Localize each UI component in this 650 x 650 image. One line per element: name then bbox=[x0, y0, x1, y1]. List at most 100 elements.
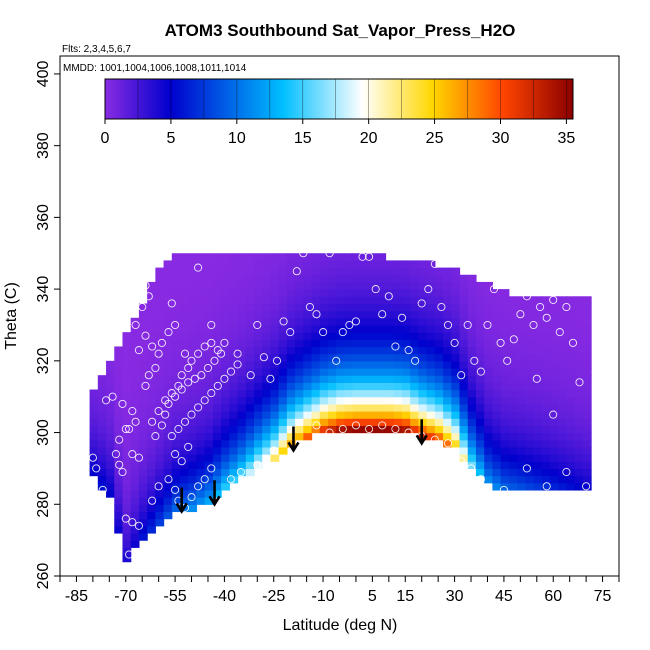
heatmap-cell bbox=[459, 389, 469, 398]
heatmap-cell bbox=[303, 418, 313, 426]
heatmap-cell bbox=[286, 432, 296, 441]
heatmap-cell bbox=[508, 396, 518, 405]
heatmap-cell bbox=[188, 360, 198, 369]
colorbar-tick-label: 10 bbox=[228, 130, 246, 147]
heatmap-cell bbox=[475, 418, 485, 426]
heatmap-cell bbox=[196, 432, 206, 441]
heatmap-cell bbox=[344, 332, 354, 340]
heatmap-cell bbox=[327, 389, 337, 398]
heatmap-cell bbox=[352, 339, 362, 348]
heatmap-cell bbox=[459, 332, 469, 340]
heatmap-cell bbox=[484, 303, 493, 312]
heatmap-cell bbox=[188, 281, 198, 290]
heatmap-cell bbox=[221, 260, 230, 269]
heatmap-cell bbox=[171, 461, 181, 470]
heatmap-cell bbox=[114, 525, 124, 534]
heatmap-cell bbox=[303, 310, 313, 319]
heatmap-cell bbox=[155, 267, 165, 276]
heatmap-cell bbox=[541, 346, 551, 355]
heatmap-cell bbox=[475, 360, 485, 369]
heatmap-cell bbox=[130, 360, 140, 369]
heatmap-cell bbox=[533, 468, 543, 477]
heatmap-cell bbox=[122, 532, 132, 541]
heatmap-cell bbox=[525, 368, 535, 376]
heatmap-cell bbox=[500, 461, 510, 470]
heatmap-cell bbox=[549, 303, 559, 312]
heatmap-cell bbox=[492, 303, 502, 312]
heatmap-cell bbox=[401, 310, 411, 319]
heatmap-cell bbox=[500, 382, 510, 391]
heatmap-cell bbox=[451, 382, 461, 391]
heatmap-cell bbox=[508, 353, 518, 362]
heatmap-cell bbox=[418, 310, 428, 319]
heatmap-cell bbox=[180, 267, 189, 276]
heatmap-cell bbox=[122, 475, 132, 484]
heatmap-cell bbox=[574, 303, 584, 312]
observation-point bbox=[141, 331, 150, 340]
heatmap-cell bbox=[286, 375, 296, 383]
heatmap-cell bbox=[369, 339, 378, 348]
heatmap-cell bbox=[106, 425, 115, 434]
heatmap-cell bbox=[360, 396, 370, 405]
heatmap-cell bbox=[418, 389, 428, 398]
observation-point bbox=[115, 435, 124, 444]
observation-point bbox=[161, 396, 170, 405]
heatmap-cell bbox=[171, 468, 181, 477]
heatmap-cell bbox=[360, 375, 370, 383]
heatmap-cell bbox=[245, 274, 255, 283]
heatmap-cell bbox=[533, 403, 543, 412]
heatmap-cell bbox=[229, 339, 239, 348]
heatmap-cell bbox=[188, 454, 198, 462]
heatmap-cell bbox=[204, 489, 214, 498]
heatmap-cell bbox=[327, 418, 337, 426]
heatmap-cell bbox=[295, 389, 304, 398]
heatmap-cell bbox=[401, 267, 411, 276]
heatmap-cell bbox=[311, 353, 321, 362]
heatmap-cell bbox=[467, 289, 477, 297]
heatmap-cell bbox=[270, 253, 280, 262]
heatmap-cell bbox=[360, 360, 370, 369]
heatmap-cell bbox=[459, 274, 469, 283]
heatmap-cell bbox=[484, 289, 493, 297]
heatmap-cell bbox=[229, 317, 239, 326]
heatmap-cell bbox=[295, 274, 304, 283]
heatmap-cell bbox=[418, 403, 428, 412]
heatmap-cell bbox=[344, 267, 354, 276]
heatmap-cell bbox=[212, 289, 222, 297]
heatmap-cell bbox=[147, 396, 156, 405]
heatmap-cell bbox=[475, 353, 485, 362]
flights-note: Flts: 2,3,4,5,6,7 bbox=[62, 44, 131, 55]
heatmap-cell bbox=[204, 468, 214, 477]
heatmap-cell bbox=[492, 418, 502, 426]
heatmap-cell bbox=[106, 403, 115, 412]
heatmap-cell bbox=[401, 368, 411, 376]
heatmap-cell bbox=[508, 432, 518, 441]
heatmap-cell bbox=[204, 411, 214, 419]
heatmap-cell bbox=[295, 425, 304, 434]
heatmap-cell bbox=[171, 439, 181, 448]
heatmap-cell bbox=[97, 468, 107, 477]
heatmap-cell bbox=[566, 461, 576, 470]
heatmap-cell bbox=[114, 360, 124, 369]
heatmap-cell bbox=[475, 432, 485, 441]
heatmap-cell bbox=[492, 396, 502, 405]
heatmap-cell bbox=[541, 482, 551, 491]
observation-point bbox=[174, 381, 183, 390]
heatmap-cell bbox=[492, 353, 502, 362]
heatmap-cell bbox=[221, 353, 230, 362]
heatmap-cell bbox=[262, 339, 272, 348]
heatmap-cell bbox=[352, 411, 362, 419]
heatmap-cell bbox=[147, 324, 156, 333]
heatmap-cell bbox=[517, 382, 526, 391]
heatmap-cell bbox=[418, 375, 428, 383]
heatmap-cell bbox=[517, 310, 526, 319]
heatmap-cell bbox=[492, 482, 502, 491]
heatmap-cell bbox=[541, 468, 551, 477]
heatmap-cell bbox=[549, 446, 559, 455]
heatmap-cell bbox=[344, 418, 354, 426]
heatmap-cell bbox=[492, 461, 502, 470]
heatmap-cell bbox=[319, 389, 329, 398]
heatmap-cell bbox=[171, 289, 181, 297]
heatmap-cell bbox=[549, 396, 559, 405]
observation-point bbox=[404, 428, 413, 437]
